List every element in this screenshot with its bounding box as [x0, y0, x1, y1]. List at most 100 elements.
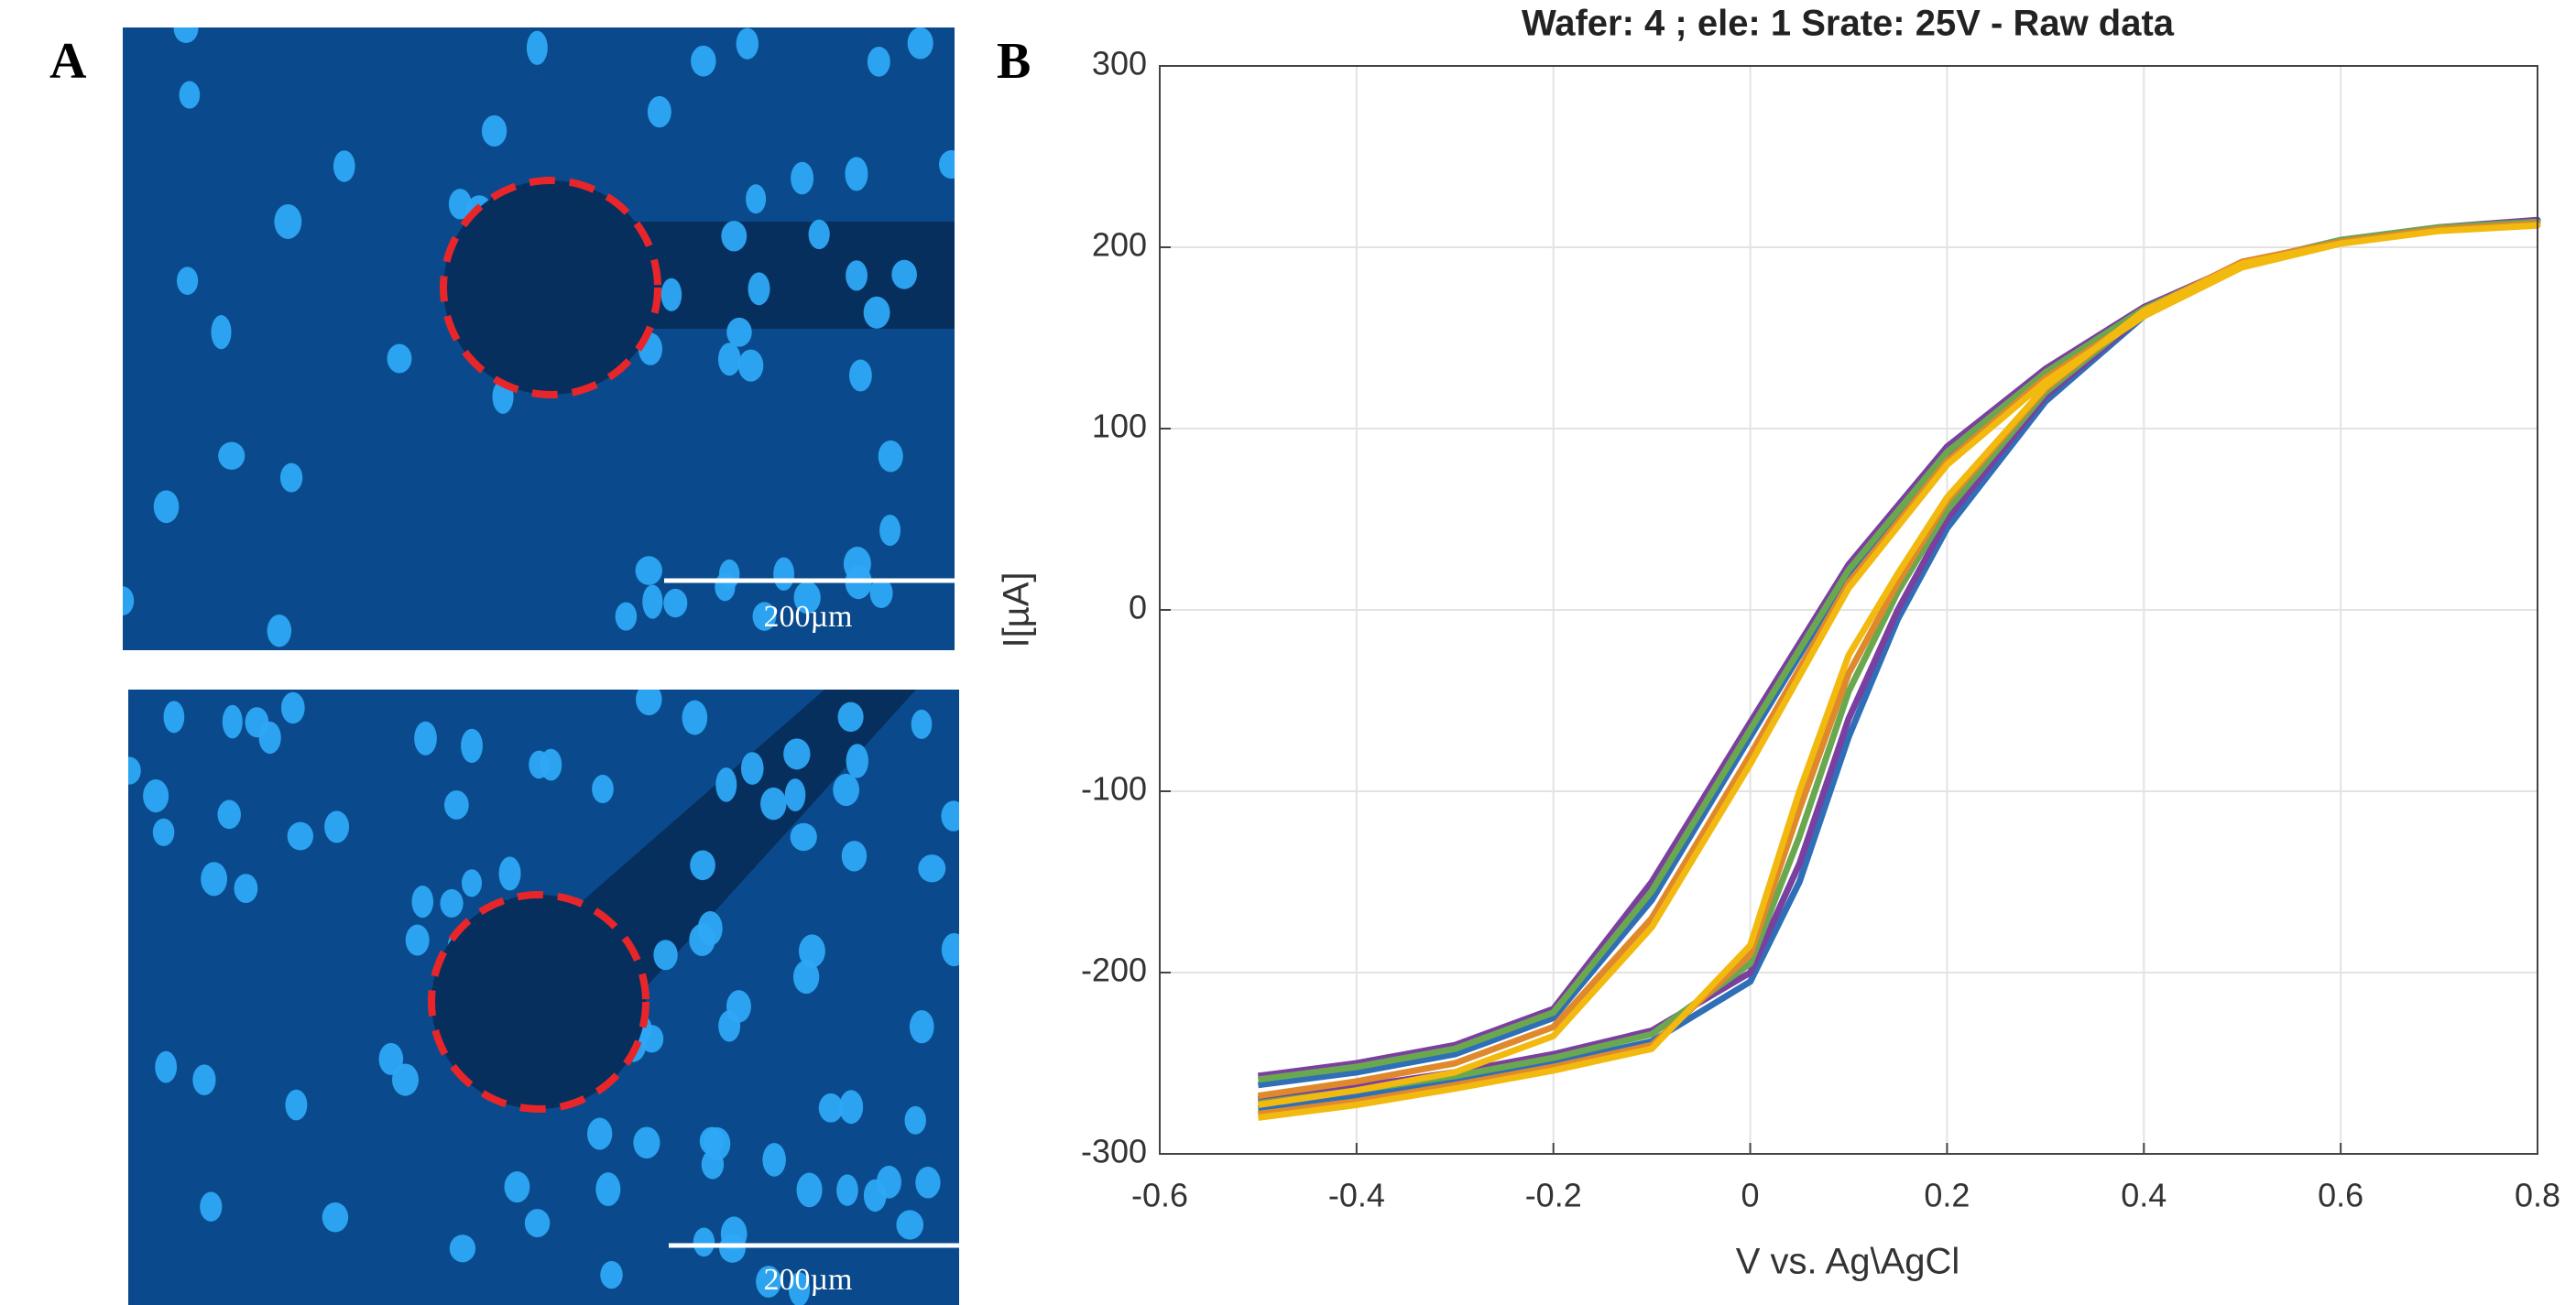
- cell: [173, 27, 199, 43]
- cell: [192, 1064, 216, 1096]
- y-tick-label: 100: [1092, 408, 1147, 445]
- cell: [682, 700, 708, 735]
- cell: [245, 707, 269, 738]
- cell: [796, 1172, 823, 1208]
- cell: [163, 701, 185, 734]
- cell: [128, 756, 141, 785]
- x-tick-label: -0.4: [1328, 1177, 1385, 1214]
- cell: [595, 1172, 621, 1207]
- y-tick-label: 300: [1092, 45, 1147, 82]
- cell: [586, 1117, 613, 1150]
- cell: [123, 586, 135, 615]
- cell: [941, 800, 959, 832]
- cell: [845, 157, 868, 191]
- cell: [663, 588, 688, 618]
- cell: [155, 1050, 178, 1083]
- cell: [791, 161, 814, 195]
- cell: [526, 30, 548, 65]
- cell: [461, 728, 483, 764]
- micrograph: [123, 27, 955, 650]
- cell: [405, 924, 430, 956]
- x-tick-label: 0.6: [2318, 1177, 2363, 1214]
- cell: [333, 150, 355, 182]
- chart-title: Wafer: 4 ; ele: 1 Srate: 25V - Raw data: [1522, 4, 2175, 44]
- cell: [440, 888, 464, 918]
- x-tick-label: 0.8: [2515, 1177, 2560, 1214]
- cell: [836, 1174, 858, 1206]
- cell: [524, 1209, 551, 1238]
- axes-box: [1159, 65, 2538, 1155]
- x-axis-label: V vs. Ag\AgCl: [1736, 1242, 1960, 1282]
- cell: [867, 46, 890, 77]
- micrograph: [128, 690, 959, 1305]
- x-tick-label: -0.6: [1131, 1177, 1188, 1214]
- cell: [690, 850, 715, 881]
- cell: [615, 602, 638, 631]
- cell: [941, 932, 959, 967]
- cell: [633, 1126, 660, 1159]
- cell: [841, 841, 868, 872]
- cell: [863, 296, 890, 329]
- x-tick-label: 0.4: [2121, 1177, 2167, 1214]
- cell: [653, 940, 678, 971]
- cell: [636, 690, 662, 716]
- y-tick-label: -300: [1081, 1133, 1147, 1170]
- cell: [792, 960, 820, 995]
- y-tick-label: -100: [1081, 770, 1147, 808]
- cell: [218, 441, 246, 470]
- cell: [891, 259, 917, 289]
- cell: [736, 27, 759, 60]
- cell: [878, 440, 903, 473]
- cell: [843, 546, 871, 582]
- cell: [498, 856, 521, 891]
- scale-bar-label: 200µm: [763, 1263, 852, 1297]
- cell: [200, 1191, 223, 1222]
- cell: [879, 514, 901, 547]
- cell: [837, 701, 864, 733]
- cell: [715, 767, 737, 802]
- cell: [697, 910, 723, 946]
- cell: [600, 1260, 623, 1289]
- cell: [387, 343, 412, 374]
- cell: [719, 1234, 746, 1263]
- cell: [153, 490, 180, 524]
- cell: [746, 184, 767, 214]
- cell: [756, 1266, 781, 1298]
- cell: [287, 821, 314, 851]
- cell: [414, 721, 437, 756]
- cell: [274, 203, 302, 239]
- cell: [152, 818, 175, 846]
- cell: [693, 1227, 715, 1257]
- cell: [784, 778, 806, 811]
- cell: [443, 790, 469, 820]
- cell: [846, 260, 868, 291]
- cell: [211, 315, 232, 350]
- y-axis-label: I[µA]: [997, 571, 1037, 647]
- cell: [760, 787, 787, 821]
- cell: [911, 709, 933, 739]
- cell: [179, 81, 201, 109]
- panel-label: B: [997, 33, 1031, 90]
- cell: [322, 1202, 349, 1233]
- cell: [642, 584, 663, 619]
- cell: [863, 1179, 887, 1213]
- cell: [660, 277, 682, 311]
- cell: [721, 221, 748, 252]
- cell: [592, 775, 614, 803]
- x-tick-label: 0: [1741, 1177, 1760, 1214]
- cell: [699, 1126, 725, 1156]
- cell: [752, 602, 777, 631]
- cell: [737, 349, 764, 382]
- cell: [839, 1090, 864, 1125]
- cell: [448, 189, 472, 220]
- cell: [647, 95, 671, 128]
- cell: [896, 1210, 924, 1240]
- cell: [909, 1010, 934, 1044]
- y-tick-label: 200: [1092, 226, 1147, 264]
- cell: [701, 1149, 725, 1180]
- cell: [267, 614, 292, 647]
- cell: [833, 773, 860, 807]
- cell: [783, 738, 811, 770]
- cell: [762, 1142, 786, 1177]
